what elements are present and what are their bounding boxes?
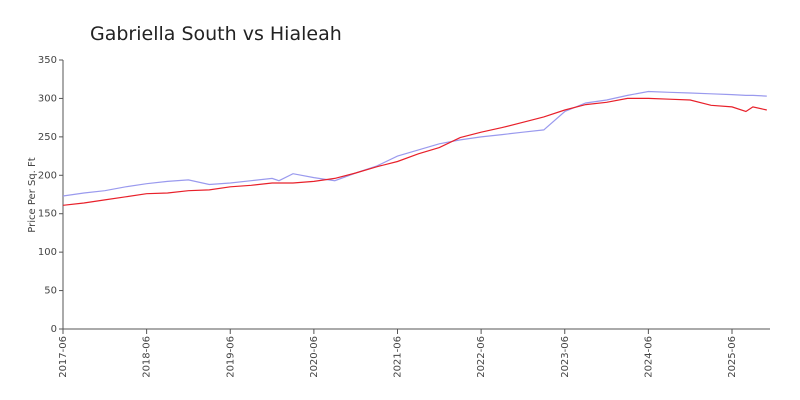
x-tick-label: 2024-06: [643, 336, 654, 378]
x-tick-label: 2021-06: [393, 336, 404, 378]
x-tick-label: 2025-06: [727, 336, 738, 378]
series-line: [62, 90, 767, 197]
y-tick-label: 200: [38, 170, 57, 181]
x-tick-label: 2022-06: [476, 336, 487, 378]
x-tick-label: 2023-06: [560, 336, 571, 378]
chart-title: Gabriella South vs Hialeah: [90, 23, 342, 45]
y-tick-label: 0: [51, 324, 57, 335]
y-tick-label: 350: [38, 55, 57, 66]
y-tick-label: 150: [38, 209, 57, 220]
x-tick-label: 2020-06: [309, 336, 320, 378]
y-tick-label: 100: [38, 247, 57, 258]
x-tick-label: 2019-06: [225, 336, 236, 378]
y-axis-label: Price Per Sq. Ft: [27, 157, 38, 232]
x-tick-label: 2017-06: [58, 336, 69, 378]
y-tick-label: 300: [38, 93, 57, 104]
y-tick-label: 50: [44, 286, 57, 297]
y-tick-label: 250: [38, 132, 57, 143]
series-line: [62, 97, 767, 206]
x-tick-label: 2018-06: [142, 336, 153, 378]
